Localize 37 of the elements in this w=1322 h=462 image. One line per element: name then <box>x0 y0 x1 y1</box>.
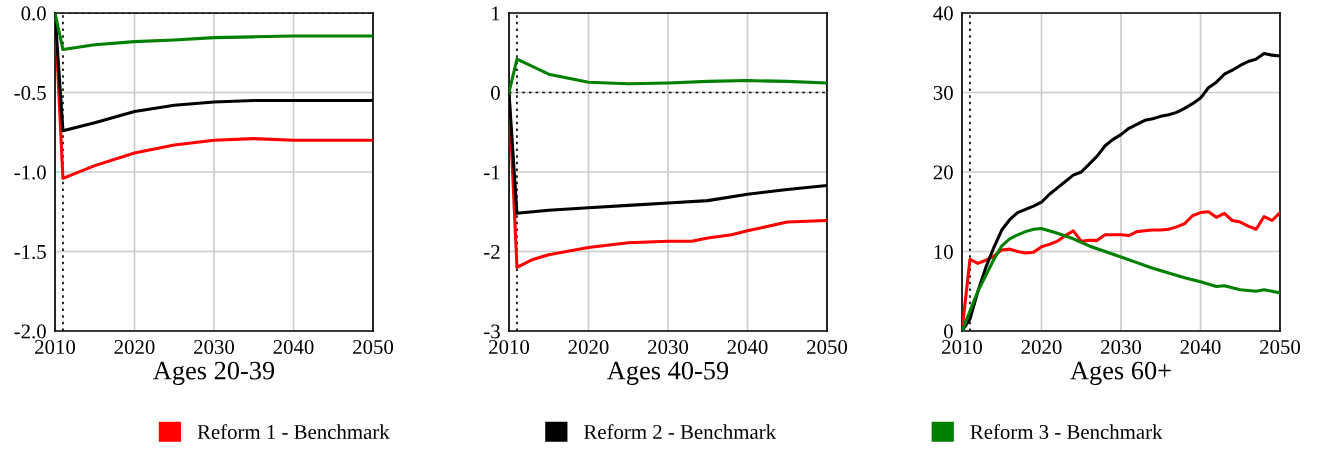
y-tick-label: -1.0 <box>14 165 46 180</box>
y-tick-label: 10 <box>934 244 953 259</box>
y-tick-label: 30 <box>933 85 953 100</box>
x-tick-label: 2040 <box>727 339 768 354</box>
x-tick-label: 2010 <box>35 339 76 354</box>
x-tick-label: 2050 <box>1260 339 1301 354</box>
y-tick-label: -3 <box>484 324 500 339</box>
x-tick-label: 2020 <box>114 339 155 354</box>
x-axis-title: Ages 40-59 <box>607 361 729 385</box>
y-tick-label: 1 <box>492 6 500 21</box>
x-tick-label: 2030 <box>194 339 235 354</box>
y-tick-label: -1 <box>484 165 500 180</box>
x-tick-label: 2050 <box>353 339 394 354</box>
y-tick-label: -2 <box>484 244 500 259</box>
x-tick-label: 2020 <box>568 339 609 354</box>
x-tick-label: 2020 <box>1021 339 1062 354</box>
y-tick-label: -1.5 <box>14 244 46 260</box>
y-tick-label: 0.0 <box>21 6 46 21</box>
x-tick-label: 2010 <box>942 339 983 354</box>
y-tick-label: 20 <box>933 165 953 180</box>
x-tick-label: 2030 <box>1101 339 1142 354</box>
x-tick-label: 2040 <box>273 339 314 354</box>
x-axis-title: Ages 60+ <box>1070 361 1171 385</box>
x-tick-label: 2040 <box>1180 339 1221 354</box>
legend-label: Reform 2 - Benchmark <box>584 424 777 440</box>
line-series <box>509 57 827 95</box>
y-tick-label: 0 <box>944 324 953 339</box>
legend-label: Reform 1 - Benchmark <box>197 424 390 440</box>
legend-label: Reform 3 - Benchmark <box>970 424 1163 440</box>
y-tick-label: 40 <box>933 6 953 21</box>
x-tick-label: 2010 <box>489 339 530 354</box>
y-tick-label: 0 <box>491 85 500 100</box>
x-tick-label: 2030 <box>648 339 689 354</box>
y-tick-label: -0.5 <box>14 85 46 101</box>
y-tick-label: -2.0 <box>14 324 46 339</box>
x-axis-title: Ages 20-39 <box>153 361 275 385</box>
x-tick-label: 2050 <box>807 339 848 354</box>
